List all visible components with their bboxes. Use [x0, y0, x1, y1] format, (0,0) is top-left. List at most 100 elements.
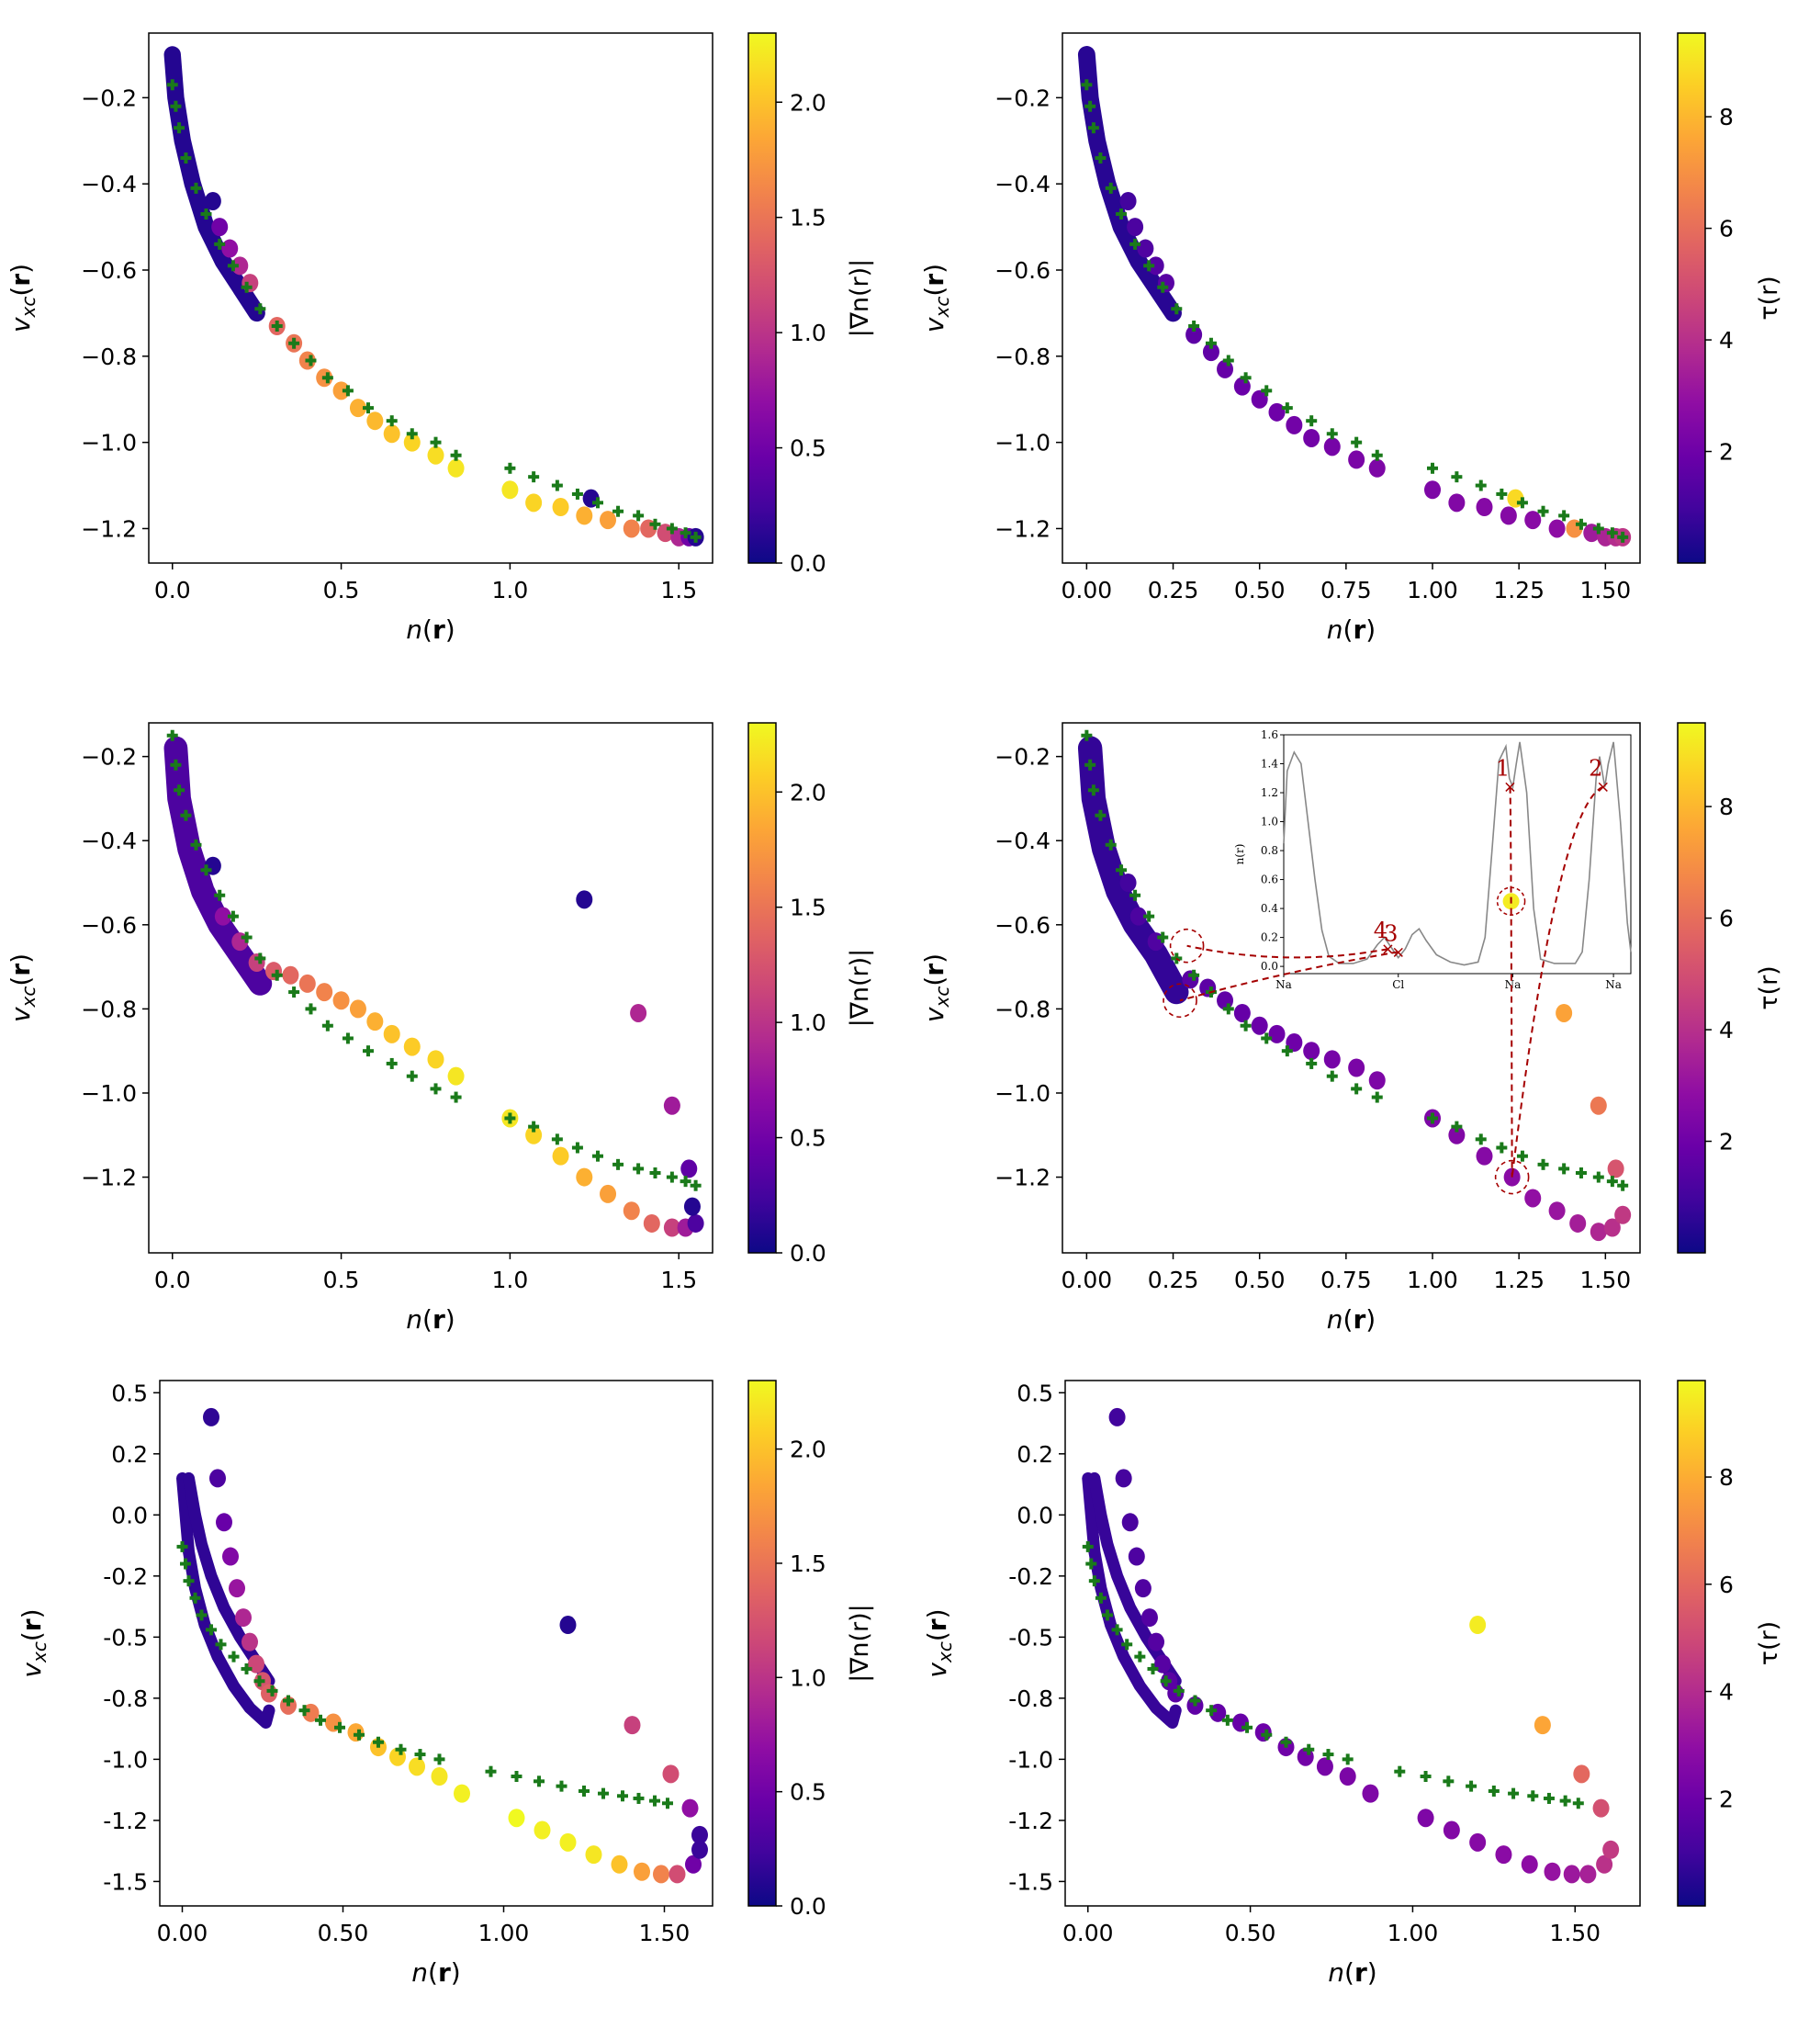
model-point [406, 1070, 418, 1082]
colorbar-tick-label: 0.5 [790, 1779, 826, 1806]
y-tick-label: −0.2 [994, 85, 1050, 111]
axes-frame [148, 32, 713, 564]
model-point [1121, 1639, 1133, 1651]
data-point [229, 1579, 245, 1598]
y-tick-label: −0.2 [81, 85, 137, 111]
model-point [1475, 1133, 1487, 1145]
model-point [386, 1057, 398, 1069]
model-point [1606, 1176, 1618, 1188]
data-point [1167, 1684, 1185, 1703]
model-point [1371, 449, 1383, 461]
y-tick-label: −0.8 [994, 996, 1050, 1022]
colorbar-tick-label: 2 [1719, 1786, 1734, 1812]
model-point [1342, 1753, 1354, 1765]
y-tick-label: −0.2 [994, 744, 1050, 771]
data-point [662, 1764, 680, 1784]
y-axis-label: vxc(r) [6, 264, 39, 333]
data-point [427, 445, 444, 465]
data-point [1129, 907, 1147, 926]
colorbar-label: τ(r) [1755, 965, 1783, 1009]
model-point [690, 1179, 702, 1191]
y-tick-label: −0.4 [81, 828, 137, 854]
model-point [1281, 402, 1293, 414]
x-tick-label: 1.0 [492, 1267, 529, 1293]
y-tick-label: -0.2 [1008, 1563, 1053, 1590]
model-point [1241, 1721, 1253, 1733]
model-point [1617, 531, 1629, 543]
y-tick-label: -0.8 [103, 1685, 148, 1712]
model-point [342, 385, 354, 397]
data-point [691, 1840, 708, 1859]
colorbar-tick-label: 0.0 [790, 550, 826, 577]
model-point [1326, 1070, 1338, 1082]
data-point [349, 399, 366, 418]
loop-outer [1082, 1471, 1182, 1729]
model-point [579, 1785, 590, 1797]
model-point [1105, 182, 1117, 194]
data-point [585, 1845, 602, 1865]
inset-marker-label: 1 [1496, 756, 1510, 782]
inset-y-label: n(r) [1233, 844, 1246, 865]
model-point [571, 488, 583, 500]
data-point [1524, 1189, 1542, 1208]
colorbar: 0.0 0.5 1.0 1.5 2.0 |∇n(r)| [747, 722, 874, 1267]
colorbar-label: |∇n(r)| [846, 1604, 874, 1683]
data-point [663, 1218, 680, 1237]
model-point [633, 510, 645, 522]
model-point [342, 1032, 354, 1044]
data-point [559, 1616, 577, 1635]
model-point [1592, 1171, 1604, 1183]
data-point [1500, 506, 1517, 525]
data-point [302, 1703, 320, 1722]
model-point [1116, 864, 1128, 876]
model-point [176, 1540, 188, 1552]
data-point [349, 999, 366, 1019]
model-point [591, 497, 603, 509]
model-point [556, 1780, 567, 1792]
data-point [1596, 1854, 1613, 1874]
x-tick-label: 1.00 [1387, 1920, 1439, 1946]
x-axis-label: n(r) [406, 1304, 455, 1335]
model-point [633, 1163, 645, 1175]
data-point [1524, 511, 1542, 530]
model-point [1116, 209, 1128, 220]
model-point [174, 122, 185, 134]
inset-y-tick-label: 0.4 [1261, 902, 1278, 915]
inset-density-profile [1283, 741, 1632, 966]
model-point [1303, 1743, 1315, 1755]
model-point [1101, 1609, 1113, 1621]
data-point [1544, 1862, 1561, 1881]
model-point [183, 1575, 195, 1587]
y-tick-label: 0.5 [111, 1380, 148, 1406]
model-point [1543, 1792, 1555, 1804]
data-point [1534, 1716, 1551, 1735]
model-point [511, 1770, 522, 1782]
model-point [612, 505, 624, 517]
connector-line [1179, 951, 1399, 1002]
axes-frame [148, 722, 713, 1254]
y-tick-label: -1.5 [1008, 1868, 1053, 1895]
model-point [1592, 523, 1604, 535]
data-point [447, 458, 465, 478]
data-point [204, 191, 221, 210]
dense-band [163, 46, 265, 322]
model-point [271, 969, 283, 981]
data-point [600, 1184, 617, 1203]
data-point [222, 1547, 239, 1566]
model-point [1281, 1045, 1293, 1057]
y-tick-label: -1.0 [1008, 1746, 1053, 1773]
data-point [1592, 1798, 1610, 1818]
model-point [1306, 1057, 1318, 1069]
y-tick-label: −1.2 [994, 515, 1050, 542]
x-tick-label: 0.5 [323, 1267, 360, 1293]
data-point [447, 1066, 465, 1086]
axes-frame [159, 1380, 713, 1907]
inset-y-tick-label: 0.2 [1261, 931, 1278, 944]
colorbar-tick-label: 0.0 [790, 1240, 826, 1267]
model-point [228, 1651, 240, 1663]
inset-x-tick-label: Na [1505, 978, 1522, 991]
model-point [321, 1020, 333, 1031]
model-point [1537, 505, 1549, 517]
colorbar-tick-label: 4 [1719, 327, 1734, 354]
model-point [504, 1112, 516, 1124]
